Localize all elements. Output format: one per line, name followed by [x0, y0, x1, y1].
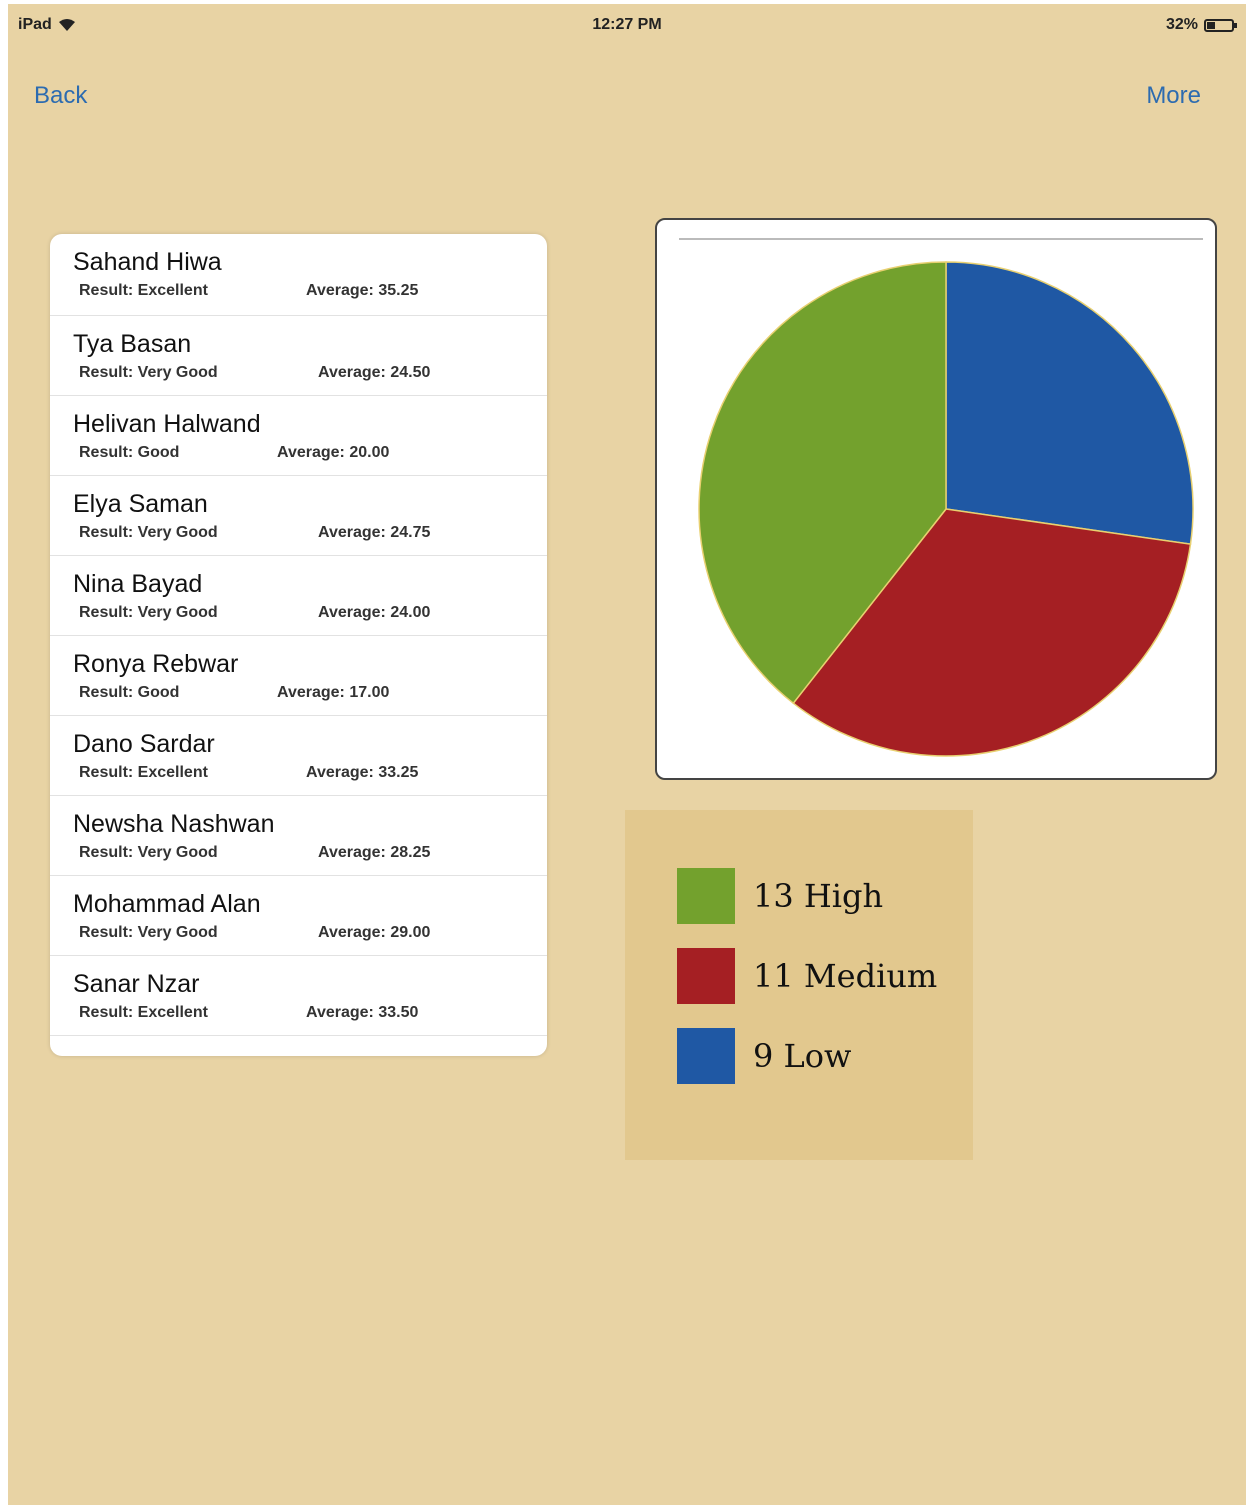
pie-chart	[679, 238, 1203, 757]
student-result: Result: Good	[79, 444, 180, 461]
legend-label: 13 High	[753, 877, 884, 915]
student-average: Average: 33.25	[306, 764, 419, 781]
student-row[interactable]: Sanar Nzar Result: Excellent Average: 33.5…	[50, 956, 547, 1036]
student-name: Dano Sardar	[73, 730, 215, 758]
battery-fill	[1207, 21, 1215, 29]
legend-item: 9 Low	[677, 1028, 851, 1084]
battery-tip	[1234, 22, 1237, 28]
legend-item: 13 High	[677, 868, 883, 924]
student-name: Elya Saman	[73, 490, 208, 518]
battery-icon	[1204, 18, 1237, 32]
student-average: Average: 24.00	[318, 604, 431, 621]
student-row[interactable]: Helivan Halwand Result: Good Average: 20.0…	[50, 396, 547, 476]
pie-slice-medium	[792, 508, 1192, 757]
legend-label: 11 Medium	[753, 957, 938, 995]
student-name: Sanar Nzar	[73, 970, 200, 998]
pie-chart-panel	[655, 218, 1217, 780]
student-row[interactable]: Dano Sardar Result: Excellent Average: 33.…	[50, 716, 547, 796]
chart-legend: 13 High 11 Medium 9 Low	[625, 810, 973, 1160]
student-result: Result: Very Good	[79, 524, 218, 541]
student-result: Result: Very Good	[79, 604, 218, 621]
more-button[interactable]: More	[1146, 82, 1201, 109]
legend-swatch	[677, 868, 735, 924]
app-screen: iPad 12:27 PM 32% Back More Sahand Hiwa R…	[8, 4, 1246, 1505]
student-average: Average: 29.00	[318, 924, 431, 941]
student-row[interactable]: Newsha Nashwan Result: Very Good Average: …	[50, 796, 547, 876]
legend-swatch	[677, 948, 735, 1004]
status-time: 12:27 PM	[592, 16, 662, 33]
student-name: Tya Basan	[73, 330, 192, 358]
wifi-icon	[58, 19, 75, 31]
student-result: Result: Good	[79, 684, 180, 701]
student-result: Result: Very Good	[79, 924, 218, 941]
student-average: Average: 28.25	[318, 844, 431, 861]
student-row[interactable]: Sahand Hiwa Result: Excellent Average: 35.…	[50, 234, 547, 316]
student-result: Result: Excellent	[79, 764, 208, 781]
student-name: Helivan Halwand	[73, 410, 261, 438]
student-row[interactable]: Nina Bayad Result: Very Good Average: 24.0…	[50, 556, 547, 636]
student-result: Result: Excellent	[79, 282, 208, 299]
student-row[interactable]: Ronya Rebwar Result: Good Average: 17.00	[50, 636, 547, 716]
student-average: Average: 35.25	[306, 282, 419, 299]
student-row[interactable]: Elya Saman Result: Very Good Average: 24.7…	[50, 476, 547, 556]
student-average: Average: 33.50	[306, 1004, 419, 1021]
student-list: Sahand Hiwa Result: Excellent Average: 35.…	[50, 234, 547, 1056]
legend-swatch	[677, 1028, 735, 1084]
battery-percent: 32%	[1165, 16, 1198, 33]
student-name: Ronya Rebwar	[73, 650, 239, 678]
pie-slice-low	[945, 261, 1194, 545]
legend-label: 9 Low	[753, 1037, 852, 1075]
student-average: Average: 24.75	[318, 524, 431, 541]
pie-slice-high	[698, 261, 947, 705]
student-average: Average: 24.50	[318, 364, 431, 381]
student-average: Average: 20.00	[277, 444, 390, 461]
student-row[interactable]: Tya Basan Result: Very Good Average: 24.50	[50, 316, 547, 396]
status-bar: iPad 12:27 PM 32%	[8, 4, 1246, 44]
student-result: Result: Very Good	[79, 364, 218, 381]
status-battery: 32%	[1165, 16, 1237, 34]
legend-item: 11 Medium	[677, 948, 937, 1004]
student-name: Newsha Nashwan	[73, 810, 275, 838]
student-name: Nina Bayad	[73, 570, 203, 598]
student-result: Result: Very Good	[79, 844, 218, 861]
device-label: iPad	[18, 16, 52, 33]
student-average: Average: 17.00	[277, 684, 390, 701]
student-result: Result: Excellent	[79, 1004, 208, 1021]
student-name: Mohammad Alan	[73, 890, 261, 918]
student-name: Sahand Hiwa	[73, 248, 222, 276]
back-button[interactable]: Back	[34, 82, 88, 109]
student-row[interactable]: Mohammad Alan Result: Very Good Average: 2…	[50, 876, 547, 956]
status-device: iPad	[18, 16, 76, 34]
